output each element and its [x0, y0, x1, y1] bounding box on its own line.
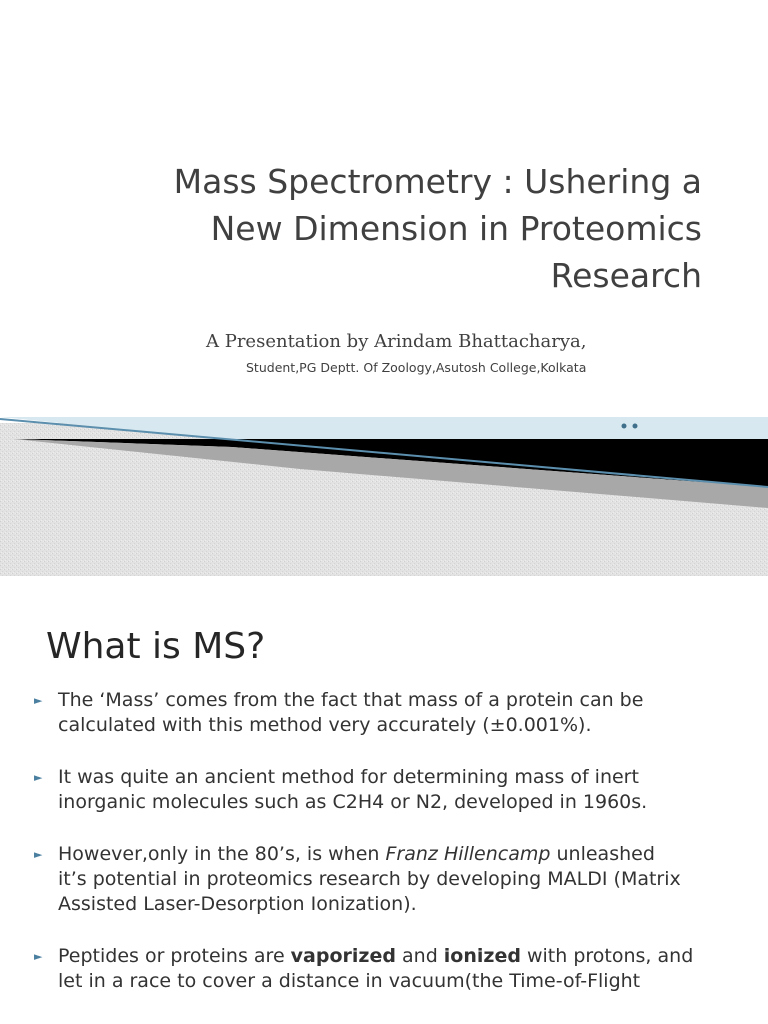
- text-run: Assisted Laser-Desorption Ionization).: [58, 893, 417, 915]
- text-run: calculated with this method very accurat…: [58, 714, 592, 736]
- bullet-text-line: It was quite an ancient method for deter…: [58, 765, 762, 790]
- text-run: let in a race to cover a distance in vac…: [58, 970, 641, 992]
- text-run: unleashed: [550, 843, 655, 865]
- shadow-strip: [14, 439, 768, 508]
- slide-title: Mass Spectrometry : Ushering a New Dimen…: [82, 158, 702, 299]
- emphasis-text: Franz Hillencamp: [385, 843, 551, 865]
- emphasis-text: ionized: [443, 945, 521, 967]
- bullet-arrow-icon: ►: [34, 848, 43, 861]
- bullet-arrow-icon: ►: [34, 771, 43, 784]
- title-line: New Dimension in Proteomics: [210, 209, 702, 248]
- bullet-item: ► The ‘Mass’ comes from the fact that mas…: [32, 688, 762, 738]
- black-band: [14, 439, 768, 487]
- dot-mark: [632, 423, 638, 429]
- text-run: However,only in the 80’s, is when: [58, 843, 386, 865]
- content-slide: What is MS? ► The ‘Mass’ comes from the f…: [0, 576, 768, 1024]
- bullet-text-line: calculated with this method very accurat…: [58, 713, 762, 738]
- presenter-line: A Presentation by Arindam Bhattacharya,: [206, 331, 587, 352]
- text-run: The ‘Mass’ comes from the fact that mass…: [58, 689, 644, 711]
- decorative-banner: [0, 417, 768, 576]
- bullet-arrow-icon: ►: [34, 950, 43, 963]
- text-run: and: [395, 945, 444, 967]
- text-run: it’s potential in proteomics research by…: [58, 868, 681, 890]
- text-run: Peptides or proteins are: [58, 945, 291, 967]
- bullet-text-line: inorganic molecules such as C2H4 or N2, …: [58, 790, 762, 815]
- bullet-item: ► Peptides or proteins are vaporized and …: [32, 944, 762, 994]
- bullet-text-line: let in a race to cover a distance in vac…: [58, 969, 762, 994]
- slide-heading: What is MS?: [46, 626, 266, 667]
- bullet-arrow-icon: ►: [34, 694, 43, 707]
- emphasis-text: vaporized: [290, 945, 396, 967]
- bullet-text-line: However,only in the 80’s, is when Franz …: [58, 842, 762, 867]
- bullet-text-line: it’s potential in proteomics research by…: [58, 867, 762, 892]
- bullet-text-line: Peptides or proteins are vaporized and i…: [58, 944, 762, 969]
- title-line: Mass Spectrometry : Ushering a: [173, 162, 702, 201]
- bullet-item: ► However,only in the 80’s, is when Franz…: [32, 842, 762, 917]
- text-run: It was quite an ancient method for deter…: [58, 766, 639, 788]
- title-line: Research: [550, 256, 702, 295]
- title-slide: Mass Spectrometry : Ushering a New Dimen…: [0, 158, 768, 576]
- dot-mark: [621, 423, 627, 429]
- bullet-list: ► The ‘Mass’ comes from the fact that mas…: [32, 688, 762, 1021]
- text-run: with protons, and: [520, 945, 694, 967]
- affiliation-line: Student,PG Deptt. Of Zoology,Asutosh Col…: [246, 360, 587, 375]
- accent-line: [0, 418, 768, 488]
- bullet-item: ► It was quite an ancient method for dete…: [32, 765, 762, 815]
- light-blue-wedge: [0, 417, 768, 439]
- text-run: inorganic molecules such as C2H4 or N2, …: [58, 791, 648, 813]
- bullet-text-line: The ‘Mass’ comes from the fact that mass…: [58, 688, 762, 713]
- bullet-text-line: Assisted Laser-Desorption Ionization).: [58, 892, 762, 917]
